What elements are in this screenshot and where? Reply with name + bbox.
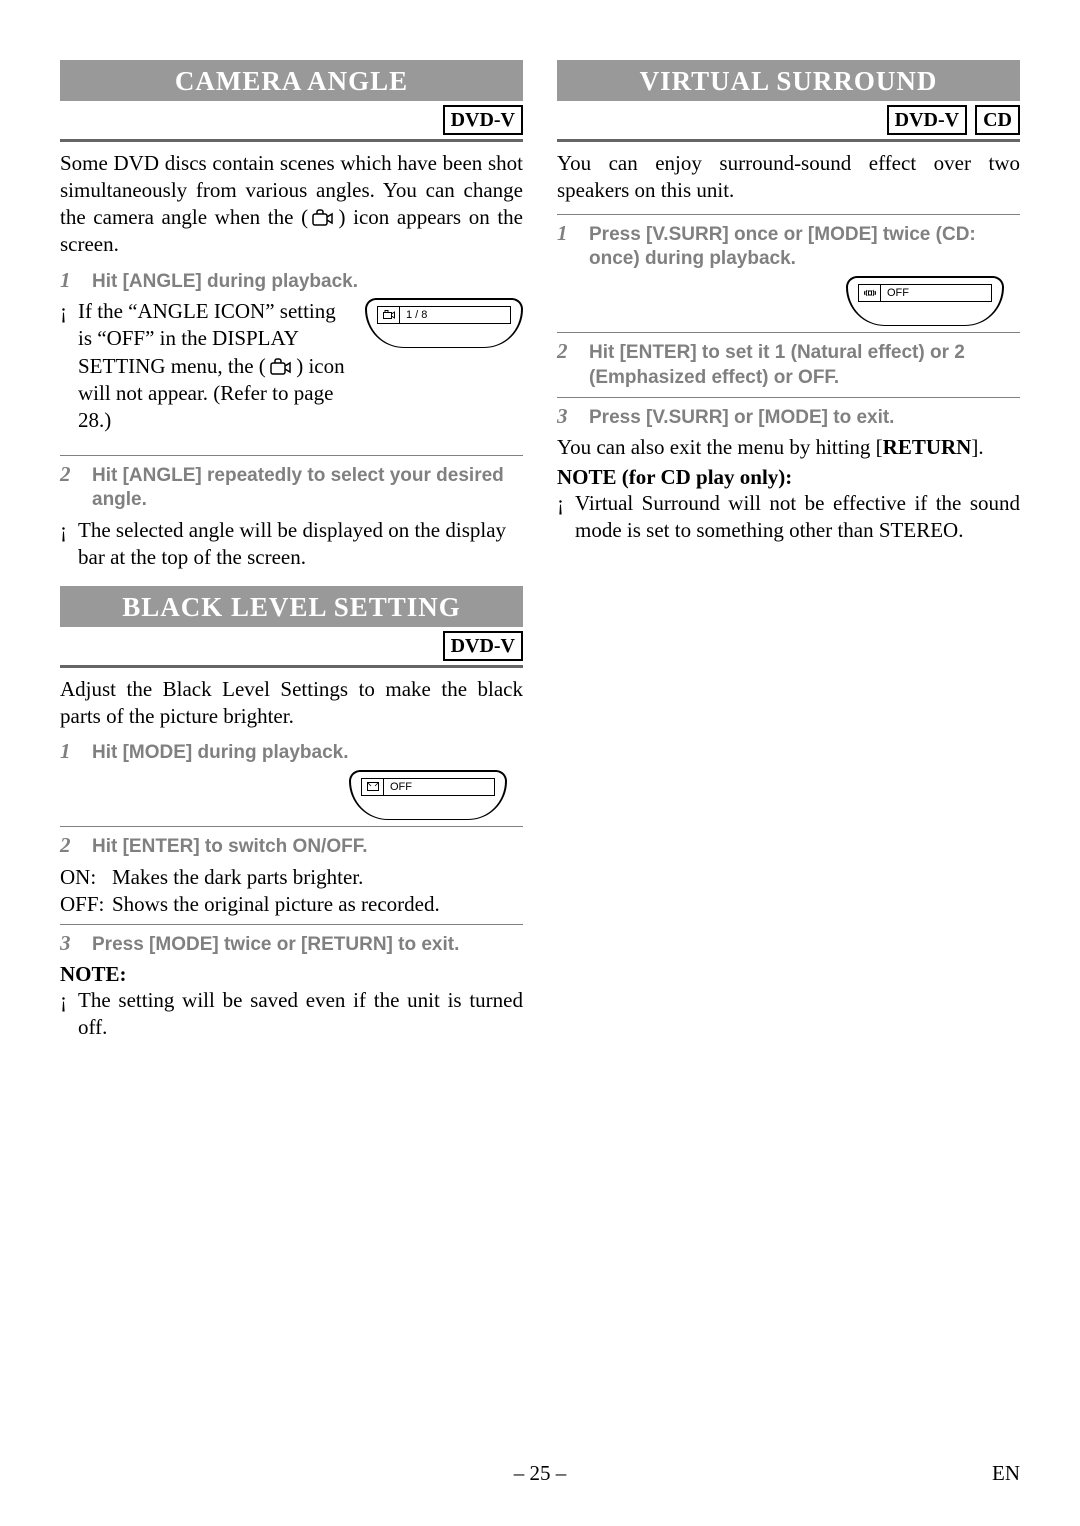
divider (60, 139, 523, 142)
badge-dvd-v: DVD-V (887, 105, 967, 135)
step-number: 3 (557, 404, 575, 429)
badge-dvd-v: DVD-V (443, 631, 523, 661)
manual-page: CAMERA ANGLE DVD-V Some DVD discs contai… (0, 0, 1080, 1526)
step-instruction: Press [MODE] twice or [RETURN] to exit. (92, 933, 523, 958)
camera-angle-badges: DVD-V (60, 105, 523, 135)
surround-icon (859, 285, 881, 301)
virtual-surround-header: VIRTUAL SURROUND (557, 60, 1020, 101)
virtual-surround-exit-line: You can also exit the menu by hitting [R… (557, 434, 1020, 461)
page-language: EN (980, 1461, 1020, 1486)
black-level-badges: DVD-V (60, 631, 523, 661)
step-instruction: Hit [ENTER] to set it 1 (Natural effect)… (589, 341, 1020, 390)
camera-angle-intro: Some DVD discs contain scenes which have… (60, 150, 523, 258)
black-level-header: BLACK LEVEL SETTING (60, 586, 523, 627)
black-level-definitions: ON: Makes the dark parts brighter. OFF: … (60, 864, 523, 919)
step-instruction: Hit [ENTER] to switch ON/OFF. (92, 835, 523, 860)
black-level-step-2: 2 Hit [ENTER] to switch ON/OFF. (60, 833, 523, 860)
bullet-marker: ¡ (557, 490, 575, 545)
badge-dvd-v: DVD-V (443, 105, 523, 135)
right-column: VIRTUAL SURROUND DVD-V CD You can enjoy … (557, 60, 1020, 1042)
bullet-marker: ¡ (60, 298, 78, 434)
virtual-surround-badges: DVD-V CD (557, 105, 1020, 135)
camera-angle-note-row: ¡ If the “ANGLE ICON” setting is “OFF” i… (60, 298, 523, 434)
exit-text-bold: RETURN (883, 435, 972, 459)
camera-angle-icon (312, 209, 334, 227)
camera-angle-icon (270, 358, 292, 376)
divider (557, 139, 1020, 142)
step-number: 3 (60, 931, 78, 956)
divider (557, 214, 1020, 215)
bullet-text: The setting will be saved even if the un… (78, 987, 523, 1042)
step-instruction: Press [V.SURR] or [MODE] to exit. (589, 406, 1020, 431)
osd-display-surround: OFF (846, 276, 1004, 326)
virtual-surround-note-title: NOTE (for CD play only): (557, 465, 1020, 490)
step-number: 2 (60, 462, 78, 487)
badge-cd: CD (975, 105, 1020, 135)
divider (557, 397, 1020, 398)
osd-display-angle: 1 / 8 (365, 298, 523, 348)
camera-angle-header: CAMERA ANGLE (60, 60, 523, 101)
divider (60, 665, 523, 668)
black-level-step-3: 3 Press [MODE] twice or [RETURN] to exit… (60, 931, 523, 958)
divider (60, 826, 523, 827)
step-number: 2 (557, 339, 575, 364)
step-number: 2 (60, 833, 78, 858)
step-number: 1 (60, 268, 78, 293)
footer-spacer (60, 1461, 100, 1486)
step-number: 1 (557, 221, 575, 246)
black-level-intro: Adjust the Black Level Settings to make … (60, 676, 523, 730)
page-number: – 25 – (100, 1461, 980, 1486)
virtual-surround-step-2: 2 Hit [ENTER] to set it 1 (Natural effec… (557, 339, 1020, 390)
bullet-text: The selected angle will be displayed on … (78, 517, 523, 572)
osd-surround-value: OFF (881, 287, 909, 299)
osd-display-black-level: OFF (349, 770, 507, 820)
bullet-marker: ¡ (60, 987, 78, 1042)
virtual-surround-note-bullet: ¡ Virtual Surround will not be effective… (557, 490, 1020, 545)
osd-black-level-value: OFF (384, 781, 412, 793)
two-column-layout: CAMERA ANGLE DVD-V Some DVD discs contai… (60, 60, 1020, 1042)
camera-angle-bullet-2: ¡ The selected angle will be displayed o… (60, 517, 523, 572)
black-level-step-1: 1 Hit [MODE] during playback. (60, 739, 523, 766)
virtual-surround-step-1: 1 Press [V.SURR] once or [MODE] twice (C… (557, 221, 1020, 272)
left-column: CAMERA ANGLE DVD-V Some DVD discs contai… (60, 60, 523, 1042)
virtual-surround-step-3: 3 Press [V.SURR] or [MODE] to exit. (557, 404, 1020, 431)
camera-icon (378, 307, 400, 323)
virtual-surround-intro: You can enjoy surround-sound effect over… (557, 150, 1020, 204)
bullet-text: Virtual Surround will not be effective i… (575, 490, 1020, 545)
step-instruction: Hit [MODE] during playback. (92, 741, 523, 766)
divider (60, 455, 523, 456)
step-number: 1 (60, 739, 78, 764)
black-level-note-bullet: ¡ The setting will be saved even if the … (60, 987, 523, 1042)
divider (60, 924, 523, 925)
bullet-marker: ¡ (60, 517, 78, 572)
osd-angle-value: 1 / 8 (400, 309, 427, 321)
off-label: OFF: (60, 891, 112, 918)
step-instruction: Hit [ANGLE] during playback. (92, 270, 523, 295)
camera-angle-step-1: 1 Hit [ANGLE] during playback. (60, 268, 523, 295)
step-instruction: Press [V.SURR] once or [MODE] twice (CD:… (589, 223, 1020, 272)
divider (557, 332, 1020, 333)
black-level-note-title: NOTE: (60, 962, 523, 987)
screen-icon (362, 779, 384, 795)
on-label: ON: (60, 864, 112, 891)
step-instruction: Hit [ANGLE] repeatedly to select your de… (92, 464, 523, 513)
page-footer: – 25 – EN (60, 1461, 1020, 1486)
camera-angle-step-2: 2 Hit [ANGLE] repeatedly to select your … (60, 462, 523, 513)
exit-text-after: ]. (971, 435, 983, 459)
on-description: Makes the dark parts brighter. (112, 864, 523, 891)
off-description: Shows the original picture as recorded. (112, 891, 523, 918)
camera-angle-bullet-1: ¡ If the “ANGLE ICON” setting is “OFF” i… (60, 298, 351, 434)
exit-text-before: You can also exit the menu by hitting [ (557, 435, 883, 459)
